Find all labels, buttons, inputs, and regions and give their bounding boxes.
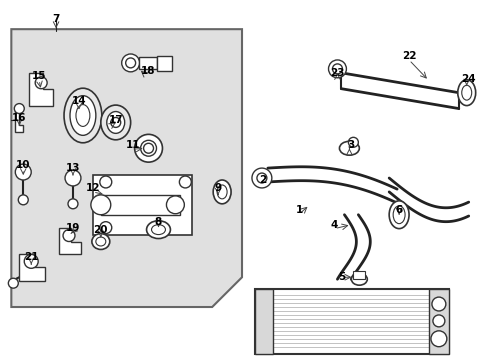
Text: 20: 20 (93, 225, 108, 235)
Ellipse shape (106, 112, 124, 133)
Bar (254, 289, 448, 354)
Text: 15: 15 (32, 71, 46, 81)
Text: 3: 3 (347, 140, 354, 150)
Polygon shape (59, 228, 81, 255)
Ellipse shape (76, 105, 90, 126)
Text: 4: 4 (330, 220, 338, 230)
Bar (428, 289, 448, 354)
Circle shape (328, 60, 346, 78)
Ellipse shape (461, 85, 471, 100)
Circle shape (8, 278, 18, 288)
Polygon shape (11, 29, 242, 307)
Ellipse shape (101, 105, 130, 140)
Ellipse shape (457, 80, 475, 105)
Circle shape (125, 58, 135, 68)
Polygon shape (156, 56, 172, 71)
Circle shape (431, 297, 445, 311)
Text: 21: 21 (24, 252, 39, 262)
Ellipse shape (217, 185, 226, 199)
Ellipse shape (146, 221, 170, 239)
Circle shape (332, 64, 342, 74)
Text: 2: 2 (259, 175, 266, 185)
Circle shape (111, 117, 121, 127)
Circle shape (24, 255, 38, 268)
Text: 23: 23 (329, 68, 344, 78)
Polygon shape (15, 111, 23, 132)
Circle shape (251, 168, 271, 188)
Ellipse shape (134, 134, 162, 162)
Text: 10: 10 (16, 160, 30, 170)
Circle shape (68, 199, 78, 209)
Text: 5: 5 (337, 272, 345, 282)
Text: 1: 1 (295, 205, 303, 215)
Ellipse shape (388, 201, 408, 229)
Bar (138, 57, 156, 69)
Ellipse shape (96, 237, 105, 246)
Circle shape (65, 170, 81, 186)
Ellipse shape (166, 196, 184, 214)
Circle shape (35, 77, 47, 89)
Circle shape (15, 164, 31, 180)
Bar (254, 289, 272, 354)
Text: 19: 19 (66, 222, 80, 233)
Text: 16: 16 (12, 113, 26, 123)
Ellipse shape (339, 141, 359, 155)
Text: 7: 7 (52, 14, 60, 24)
Text: 12: 12 (85, 183, 100, 193)
Text: 13: 13 (65, 163, 80, 173)
Ellipse shape (151, 225, 165, 235)
Bar (93, 175, 192, 235)
Circle shape (100, 176, 112, 188)
Polygon shape (29, 73, 53, 105)
Ellipse shape (141, 140, 156, 156)
Circle shape (18, 195, 28, 205)
Circle shape (14, 104, 24, 113)
Text: 8: 8 (155, 217, 162, 227)
Ellipse shape (213, 180, 231, 204)
Text: 14: 14 (71, 96, 86, 105)
Text: 18: 18 (141, 66, 156, 76)
Circle shape (432, 315, 444, 327)
Ellipse shape (351, 273, 366, 285)
Text: 6: 6 (395, 205, 402, 215)
Bar (353, 271, 365, 279)
Circle shape (63, 230, 75, 242)
Circle shape (430, 331, 446, 347)
Ellipse shape (92, 234, 109, 249)
Text: 11: 11 (125, 140, 140, 150)
Circle shape (256, 173, 266, 183)
Text: 22: 22 (401, 51, 415, 61)
Circle shape (143, 143, 153, 153)
Circle shape (122, 54, 139, 72)
Ellipse shape (64, 88, 102, 143)
Ellipse shape (91, 195, 111, 215)
Bar (101, 195, 180, 215)
Circle shape (347, 137, 358, 147)
Text: 24: 24 (461, 74, 475, 84)
Circle shape (100, 222, 112, 234)
Text: 17: 17 (108, 116, 123, 126)
Polygon shape (19, 255, 45, 281)
Ellipse shape (70, 96, 96, 135)
Text: 9: 9 (214, 183, 221, 193)
Ellipse shape (392, 206, 404, 224)
Circle shape (179, 176, 191, 188)
